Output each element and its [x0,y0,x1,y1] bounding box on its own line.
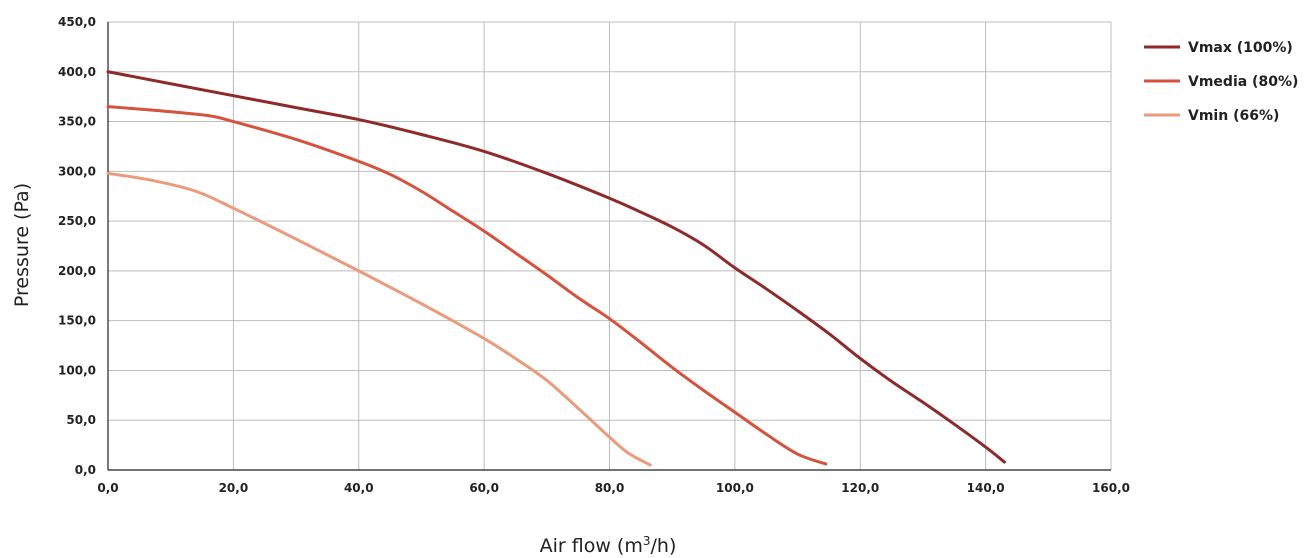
x-tick-label: 100,0 [716,481,754,495]
y-tick-label: 50,0 [66,413,96,427]
x-tick-label: 0,0 [97,481,118,495]
x-tick-label: 160,0 [1092,481,1130,495]
y-tick-label: 200,0 [58,264,96,278]
y-tick-label: 350,0 [58,115,96,129]
legend-label-vmedia: Vmedia (80%) [1188,74,1298,90]
x-axis-title-tail: /h) [651,535,677,557]
x-axis-title: Air flow (m3/h) [540,534,677,557]
grid [107,21,1112,471]
x-axis-title-superscript: 3 [643,534,651,548]
x-tick-label: 120,0 [841,481,879,495]
y-tick-label: 400,0 [58,65,96,79]
x-tick-label: 140,0 [967,481,1005,495]
y-tick-label: 450,0 [58,15,96,29]
series-line-vmin [106,171,652,467]
x-tick-label: 60,0 [469,481,499,495]
series-lines [106,70,1006,467]
y-tick-label: 0,0 [75,463,96,477]
legend-label-vmin: Vmin (66%) [1188,108,1279,124]
x-tick-label: 80,0 [595,481,625,495]
legend: Vmax (100%) Vmedia (80%) Vmin (66%) [1144,40,1298,124]
x-tick-label: 20,0 [219,481,249,495]
y-tick-label: 150,0 [58,314,96,328]
y-axis-title: Pressure (Pa) [11,183,33,307]
x-axis-ticks: 0,0 20,0 40,0 60,0 80,0 100,0 120,0 140,0 160,0 [97,481,1130,495]
y-tick-label: 300,0 [58,164,96,178]
y-axis-ticks: 0,0 50,0 100,0 150,0 200,0 250,0 300,0 350,0 400… [58,15,96,477]
legend-label-vmax: Vmax (100%) [1188,40,1293,56]
x-tick-label: 40,0 [344,481,374,495]
x-axis-title-main: Air flow (m [540,535,643,557]
series-line-vmedia [106,105,828,466]
y-tick-label: 250,0 [58,214,96,228]
y-tick-label: 100,0 [58,363,96,377]
series-line-vmax [106,70,1006,464]
